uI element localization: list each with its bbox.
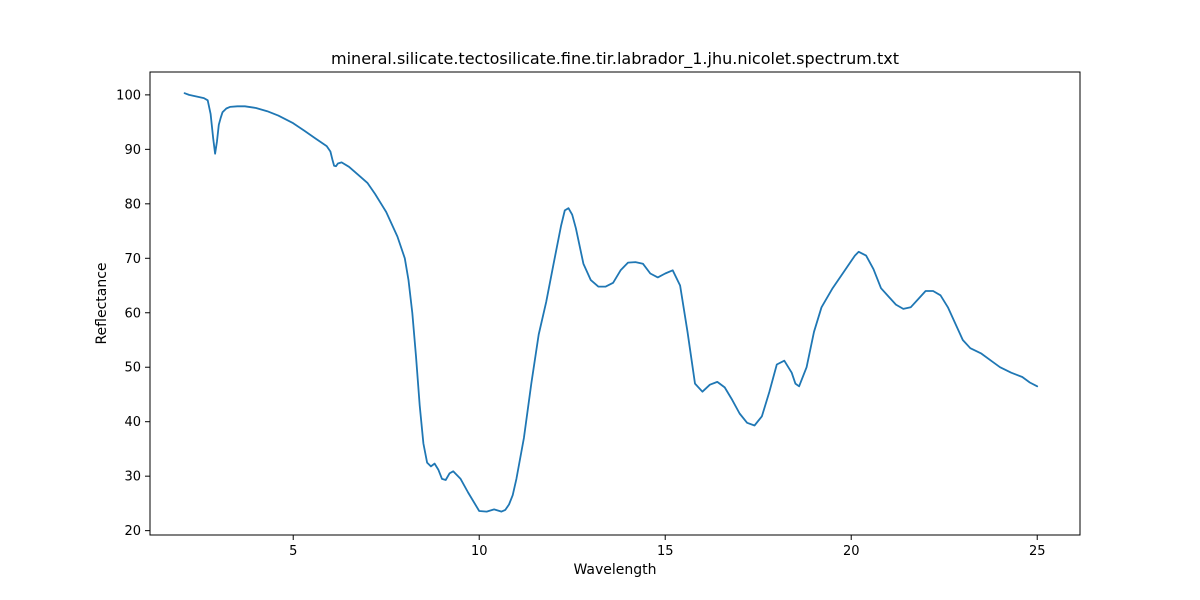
chart-title: mineral.silicate.tectosilicate.fine.tir.… <box>331 49 899 69</box>
plot-frame <box>149 71 1081 536</box>
axis-ticks: 5 10 15 20 25 20 30 40 50 60 70 80 90 100 <box>116 88 1045 559</box>
y-axis-label: Reflectance <box>94 262 110 344</box>
y-tick-label: 50 <box>124 361 141 376</box>
y-tick-label: 80 <box>124 197 141 212</box>
y-tick-label: 90 <box>124 143 141 158</box>
y-tick-label: 60 <box>124 306 141 321</box>
x-tick-label: 15 <box>657 544 674 559</box>
y-tick-label: 70 <box>124 252 141 267</box>
x-tick-label: 10 <box>471 544 488 559</box>
y-tick-label: 30 <box>124 470 141 485</box>
x-tick-label: 20 <box>843 544 860 559</box>
reflectance-series-line <box>183 92 1039 513</box>
x-tick-label: 25 <box>1029 544 1046 559</box>
y-tick-label: 40 <box>124 415 141 430</box>
y-tick-label: 20 <box>124 524 141 539</box>
plot-area <box>183 92 1039 513</box>
x-tick-label: 5 <box>289 544 297 559</box>
x-axis-label: Wavelength <box>573 562 656 578</box>
y-tick-label: 100 <box>116 88 141 103</box>
